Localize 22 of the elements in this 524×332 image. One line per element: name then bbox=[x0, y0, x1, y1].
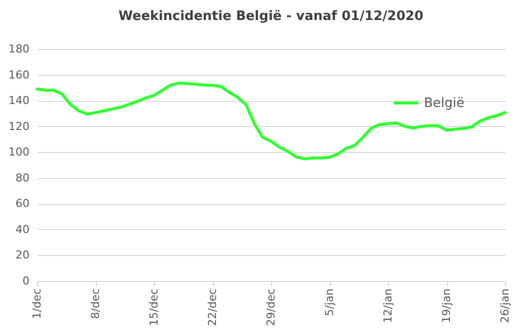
y-tick-label: 100 bbox=[8, 146, 30, 159]
y-tick-label: 60 bbox=[16, 197, 30, 210]
x-tick-label: 5/jan bbox=[323, 288, 336, 316]
x-tick-label: 19/jan bbox=[440, 288, 453, 323]
x-tick-label: 22/dec bbox=[206, 288, 219, 326]
y-tick-label: 20 bbox=[16, 248, 30, 262]
y-tick-label: 180 bbox=[8, 42, 30, 56]
y-tick-label: 0 bbox=[22, 274, 30, 288]
x-tick-label: 15/dec bbox=[148, 288, 160, 326]
y-tick-label: 140 bbox=[8, 94, 30, 108]
x-tick-label: 1/dec bbox=[30, 288, 44, 320]
x-tick-label: 12/jan bbox=[382, 288, 394, 323]
x-tick-label: 29/dec bbox=[264, 288, 278, 326]
chart-title: Weekincidentie België - vanaf 01/12/2020 bbox=[118, 9, 424, 24]
y-tick-label: 80 bbox=[16, 171, 30, 184]
y-tick-label: 40 bbox=[16, 222, 30, 236]
x-tick-label: 8/dec bbox=[89, 288, 102, 320]
x-tick-label: 26/jan bbox=[498, 288, 512, 323]
legend-label: België bbox=[424, 96, 464, 111]
y-tick-label: 160 bbox=[8, 68, 30, 82]
y-tick-label: 120 bbox=[8, 120, 30, 133]
line-series bbox=[36, 82, 506, 160]
